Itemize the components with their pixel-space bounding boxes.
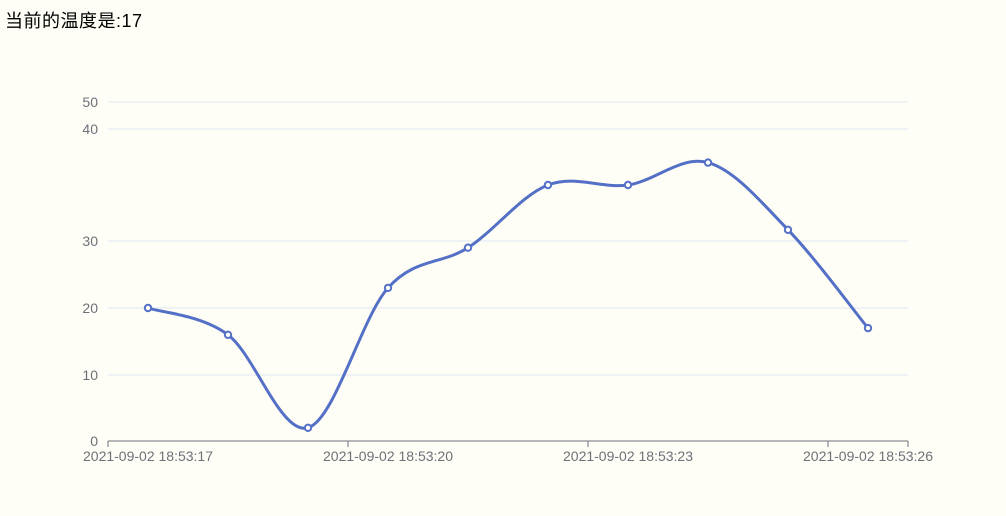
data-point-5[interactable] [543, 180, 553, 190]
y-axis-label-40: 40 [82, 121, 98, 137]
data-point-6[interactable] [623, 180, 633, 190]
data-point-1[interactable] [223, 330, 233, 339]
y-axis-label-50: 50 [82, 94, 98, 110]
data-point-7[interactable] [703, 158, 713, 167]
y-axis-label-0: 0 [90, 433, 98, 449]
x-axis-label-6: 2021-09-02 18:53:23 [563, 448, 693, 464]
x-axis-label-3: 2021-09-02 18:53:20 [323, 448, 453, 464]
current-temperature-title: 当前的温度是:17 [5, 11, 143, 31]
data-point-3[interactable] [383, 283, 393, 293]
data-point-9[interactable] [863, 323, 873, 333]
y-axis-label-20: 20 [82, 300, 98, 316]
data-point-4[interactable] [463, 243, 473, 252]
x-axis-label-0: 2021-09-02 18:53:17 [83, 448, 213, 464]
y-axis-label-10: 10 [82, 367, 98, 383]
data-point-0[interactable] [143, 303, 153, 313]
data-point-8[interactable] [783, 225, 793, 235]
x-axis-label-9: 2021-09-02 18:53:26 [803, 448, 933, 464]
temperature-series-line [146, 159, 870, 430]
y-axis-label-30: 30 [82, 233, 98, 249]
data-point-2[interactable] [303, 423, 313, 432]
